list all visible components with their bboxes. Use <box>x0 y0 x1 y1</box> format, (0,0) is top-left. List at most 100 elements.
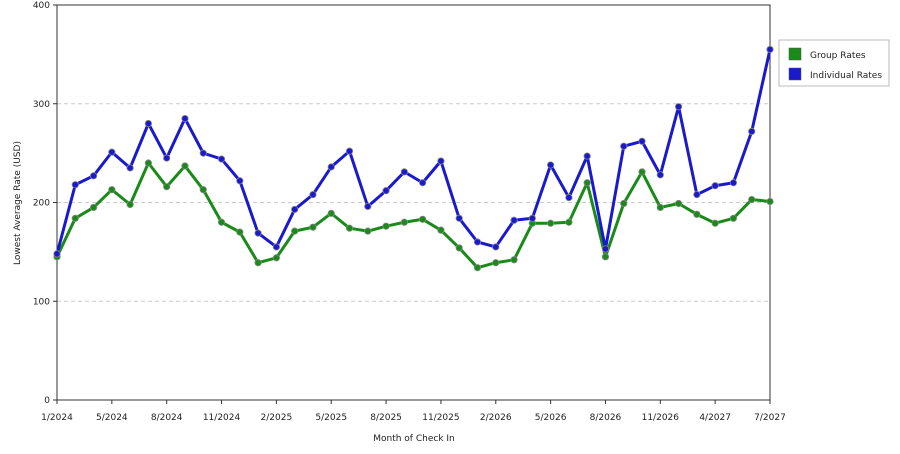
data-point <box>163 183 171 191</box>
data-point <box>199 149 207 157</box>
data-point <box>565 218 573 226</box>
data-point <box>656 171 664 179</box>
y-tick-label: 300 <box>33 100 50 110</box>
data-point <box>748 195 756 204</box>
data-point <box>236 228 244 236</box>
y-tick-label: 400 <box>33 1 50 11</box>
x-tick-label: 8/2025 <box>370 413 402 423</box>
data-point <box>236 177 244 185</box>
data-point <box>473 264 482 272</box>
x-tick-label: 5/2026 <box>535 413 567 423</box>
data-point <box>711 182 719 190</box>
data-point <box>729 179 738 187</box>
data-point <box>382 187 390 195</box>
data-point <box>656 203 664 212</box>
y-axis-title: Lowest Average Rate (USD) <box>13 141 23 265</box>
x-tick-label: 5/2025 <box>315 413 347 423</box>
data-point <box>217 218 226 226</box>
data-point <box>181 162 189 170</box>
data-point <box>583 152 591 160</box>
data-point <box>711 219 719 227</box>
legend-swatch <box>788 67 802 81</box>
data-point <box>217 155 226 163</box>
data-point <box>364 202 372 211</box>
data-point <box>766 197 774 206</box>
data-point <box>400 218 408 226</box>
series-line <box>55 49 772 255</box>
data-point <box>748 127 756 135</box>
data-point <box>272 243 280 251</box>
x-tick-label: 2/2026 <box>480 413 512 423</box>
data-point <box>400 168 408 176</box>
data-point <box>291 205 299 214</box>
series-line <box>55 161 771 270</box>
data-point <box>71 181 79 189</box>
data-point <box>309 191 317 199</box>
data-point <box>674 199 683 208</box>
data-point <box>327 209 335 217</box>
data-point <box>638 137 646 145</box>
data-point <box>163 154 171 162</box>
data-point <box>455 214 463 222</box>
data-point <box>547 161 555 169</box>
y-tick-label: 100 <box>33 297 50 307</box>
data-point <box>419 215 427 223</box>
x-tick-label: 7/2027 <box>754 413 786 423</box>
y-tick-label: 200 <box>33 199 50 209</box>
data-point <box>108 186 116 194</box>
x-tick-label: 2/2025 <box>261 413 293 423</box>
x-tick-label: 4/2027 <box>699 413 731 423</box>
data-point <box>437 226 445 234</box>
data-point <box>620 199 628 208</box>
data-point <box>345 224 354 232</box>
data-point <box>126 200 134 209</box>
data-point <box>528 214 536 222</box>
data-point <box>693 191 701 199</box>
data-point <box>53 250 61 258</box>
data-point <box>565 193 573 202</box>
x-tick-label: 11/2025 <box>422 413 459 423</box>
data-point <box>364 227 372 235</box>
data-point <box>510 216 518 224</box>
data-point <box>144 159 153 167</box>
data-point <box>766 45 774 54</box>
data-point <box>345 147 354 155</box>
x-tick-label: 1/2024 <box>41 413 73 423</box>
legend-label: Individual Rates <box>810 71 882 81</box>
data-point <box>419 179 427 187</box>
y-tick-label: 0 <box>44 396 50 406</box>
data-point <box>729 214 738 222</box>
data-point <box>510 256 518 264</box>
x-tick-label: 11/2026 <box>642 413 680 423</box>
data-point <box>473 238 482 246</box>
data-point <box>181 114 189 123</box>
x-tick-label: 8/2024 <box>151 413 183 423</box>
data-point <box>108 148 116 156</box>
data-point <box>327 163 335 171</box>
x-axis-title: Month of Check In <box>373 434 455 444</box>
data-point <box>693 210 701 218</box>
data-point <box>547 219 555 227</box>
data-point <box>455 244 463 252</box>
data-point <box>254 229 262 237</box>
data-point <box>272 254 280 262</box>
x-tick-label: 11/2024 <box>203 413 241 423</box>
data-point <box>492 243 500 251</box>
legend-swatch <box>788 47 802 61</box>
data-point <box>638 168 646 176</box>
legend-label: Group Rates <box>810 51 866 61</box>
data-point <box>583 179 591 187</box>
data-point <box>492 259 500 267</box>
data-point <box>126 164 134 172</box>
data-point <box>437 157 445 165</box>
data-point <box>144 119 153 128</box>
x-tick-label: 8/2026 <box>590 413 622 423</box>
data-point <box>620 142 628 150</box>
data-point <box>309 223 317 231</box>
data-point <box>601 245 610 253</box>
data-point <box>89 172 98 180</box>
data-point <box>674 103 683 111</box>
data-point <box>601 253 610 261</box>
data-point <box>71 214 79 222</box>
